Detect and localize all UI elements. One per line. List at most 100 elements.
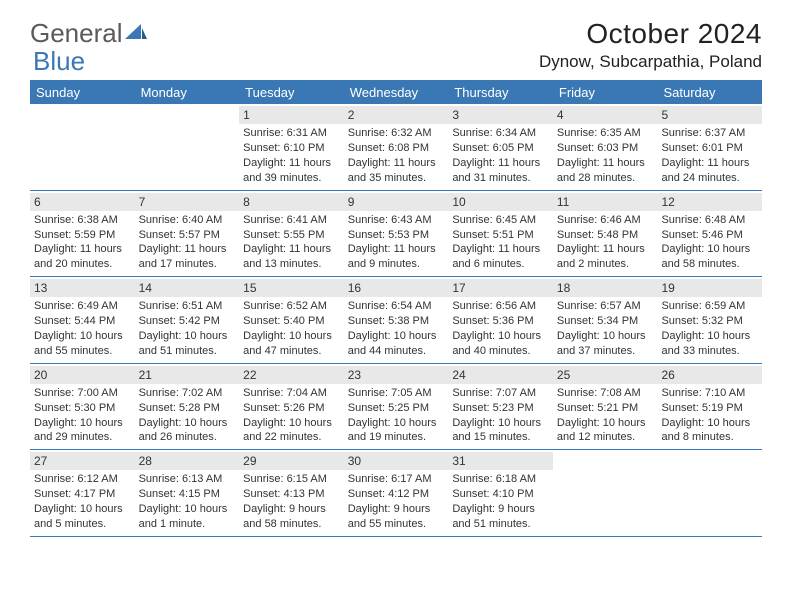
daylight-line: Daylight: 10 hours — [34, 416, 131, 431]
daylight-line: Daylight: 11 hours — [557, 242, 654, 257]
daylight-line: and 26 minutes. — [139, 430, 236, 445]
calendar-cell: 21Sunrise: 7:02 AMSunset: 5:28 PMDayligh… — [135, 364, 240, 450]
daylight-line: and 33 minutes. — [661, 344, 758, 359]
header: General October 2024 Dynow, Subcarpathia… — [0, 0, 792, 80]
sunset-line: Sunset: 6:01 PM — [661, 141, 758, 156]
calendar-cell: . — [135, 104, 240, 190]
daylight-line: Daylight: 10 hours — [452, 329, 549, 344]
day-number: 30 — [344, 452, 449, 470]
day-number: 23 — [344, 366, 449, 384]
daylight-line: Daylight: 9 hours — [452, 502, 549, 517]
sunset-line: Sunset: 6:08 PM — [348, 141, 445, 156]
calendar-cell: 1Sunrise: 6:31 AMSunset: 6:10 PMDaylight… — [239, 104, 344, 190]
daylight-line: Daylight: 10 hours — [661, 416, 758, 431]
sunrise-line: Sunrise: 6:32 AM — [348, 126, 445, 141]
sunrise-line: Sunrise: 6:38 AM — [34, 213, 131, 228]
sunset-line: Sunset: 6:10 PM — [243, 141, 340, 156]
sunset-line: Sunset: 4:12 PM — [348, 487, 445, 502]
calendar-cell: 16Sunrise: 6:54 AMSunset: 5:38 PMDayligh… — [344, 277, 449, 363]
title-block: October 2024 Dynow, Subcarpathia, Poland — [539, 18, 762, 72]
calendar-cell: 11Sunrise: 6:46 AMSunset: 5:48 PMDayligh… — [553, 191, 658, 277]
calendar-cell: 28Sunrise: 6:13 AMSunset: 4:15 PMDayligh… — [135, 450, 240, 536]
sunrise-line: Sunrise: 6:52 AM — [243, 299, 340, 314]
day-number: 17 — [448, 279, 553, 297]
calendar-cell: 31Sunrise: 6:18 AMSunset: 4:10 PMDayligh… — [448, 450, 553, 536]
daylight-line: Daylight: 10 hours — [139, 416, 236, 431]
day-number: 26 — [657, 366, 762, 384]
sunset-line: Sunset: 5:34 PM — [557, 314, 654, 329]
sunrise-line: Sunrise: 6:59 AM — [661, 299, 758, 314]
calendar-cell: 6Sunrise: 6:38 AMSunset: 5:59 PMDaylight… — [30, 191, 135, 277]
daylight-line: Daylight: 11 hours — [243, 242, 340, 257]
month-title: October 2024 — [539, 18, 762, 50]
day-header: Tuesday — [239, 81, 344, 104]
calendar-cell: 17Sunrise: 6:56 AMSunset: 5:36 PMDayligh… — [448, 277, 553, 363]
sunset-line: Sunset: 6:03 PM — [557, 141, 654, 156]
daylight-line: and 39 minutes. — [243, 171, 340, 186]
sunset-line: Sunset: 5:21 PM — [557, 401, 654, 416]
daylight-line: and 47 minutes. — [243, 344, 340, 359]
daylight-line: Daylight: 11 hours — [452, 156, 549, 171]
location: Dynow, Subcarpathia, Poland — [539, 52, 762, 72]
sunrise-line: Sunrise: 6:41 AM — [243, 213, 340, 228]
day-number: 29 — [239, 452, 344, 470]
logo-text-1: General — [30, 18, 123, 49]
sunset-line: Sunset: 5:51 PM — [452, 228, 549, 243]
sunrise-line: Sunrise: 6:34 AM — [452, 126, 549, 141]
sunrise-line: Sunrise: 6:15 AM — [243, 472, 340, 487]
daylight-line: and 5 minutes. — [34, 517, 131, 532]
daylight-line: Daylight: 11 hours — [661, 156, 758, 171]
day-number: 11 — [553, 193, 658, 211]
day-number: 8 — [239, 193, 344, 211]
daylight-line: and 58 minutes. — [243, 517, 340, 532]
sunset-line: Sunset: 5:53 PM — [348, 228, 445, 243]
sunset-line: Sunset: 5:30 PM — [34, 401, 131, 416]
sunset-line: Sunset: 5:42 PM — [139, 314, 236, 329]
daylight-line: and 2 minutes. — [557, 257, 654, 272]
day-header: Friday — [553, 81, 658, 104]
sunrise-line: Sunrise: 7:08 AM — [557, 386, 654, 401]
sunrise-line: Sunrise: 6:35 AM — [557, 126, 654, 141]
sunrise-line: Sunrise: 7:10 AM — [661, 386, 758, 401]
sunrise-line: Sunrise: 7:05 AM — [348, 386, 445, 401]
sunset-line: Sunset: 5:25 PM — [348, 401, 445, 416]
daylight-line: Daylight: 10 hours — [243, 329, 340, 344]
day-header: Thursday — [448, 81, 553, 104]
daylight-line: and 35 minutes. — [348, 171, 445, 186]
sunset-line: Sunset: 5:19 PM — [661, 401, 758, 416]
calendar-cell: 4Sunrise: 6:35 AMSunset: 6:03 PMDaylight… — [553, 104, 658, 190]
sunrise-line: Sunrise: 6:51 AM — [139, 299, 236, 314]
daylight-line: Daylight: 10 hours — [661, 329, 758, 344]
daylight-line: and 9 minutes. — [348, 257, 445, 272]
daylight-line: Daylight: 11 hours — [452, 242, 549, 257]
day-number: 10 — [448, 193, 553, 211]
day-number: 2 — [344, 106, 449, 124]
day-number: 20 — [30, 366, 135, 384]
sunrise-line: Sunrise: 7:00 AM — [34, 386, 131, 401]
day-number: 18 — [553, 279, 658, 297]
day-number: 1 — [239, 106, 344, 124]
daylight-line: Daylight: 10 hours — [139, 502, 236, 517]
sunset-line: Sunset: 6:05 PM — [452, 141, 549, 156]
calendar-cell: 2Sunrise: 6:32 AMSunset: 6:08 PMDaylight… — [344, 104, 449, 190]
calendar-cell: . — [553, 450, 658, 536]
day-header: Wednesday — [344, 81, 449, 104]
calendar-cell: 19Sunrise: 6:59 AMSunset: 5:32 PMDayligh… — [657, 277, 762, 363]
calendar-cell: 7Sunrise: 6:40 AMSunset: 5:57 PMDaylight… — [135, 191, 240, 277]
daylight-line: and 13 minutes. — [243, 257, 340, 272]
sunset-line: Sunset: 5:48 PM — [557, 228, 654, 243]
day-number: 22 — [239, 366, 344, 384]
daylight-line: and 17 minutes. — [139, 257, 236, 272]
sunset-line: Sunset: 5:44 PM — [34, 314, 131, 329]
logo-sail-icon — [125, 18, 147, 49]
daylight-line: and 28 minutes. — [557, 171, 654, 186]
daylight-line: and 29 minutes. — [34, 430, 131, 445]
day-number: 24 — [448, 366, 553, 384]
sunrise-line: Sunrise: 6:48 AM — [661, 213, 758, 228]
calendar-cell: 15 Sunrise: 6:52 AMSunset: 5:40 PMDayligh… — [239, 277, 344, 363]
calendar: SundayMondayTuesdayWednesdayThursdayFrid… — [30, 80, 762, 537]
daylight-line: Daylight: 10 hours — [348, 329, 445, 344]
sunrise-line: Sunrise: 7:02 AM — [139, 386, 236, 401]
day-number: 15 — [239, 279, 344, 297]
sunset-line: Sunset: 5:40 PM — [243, 314, 340, 329]
